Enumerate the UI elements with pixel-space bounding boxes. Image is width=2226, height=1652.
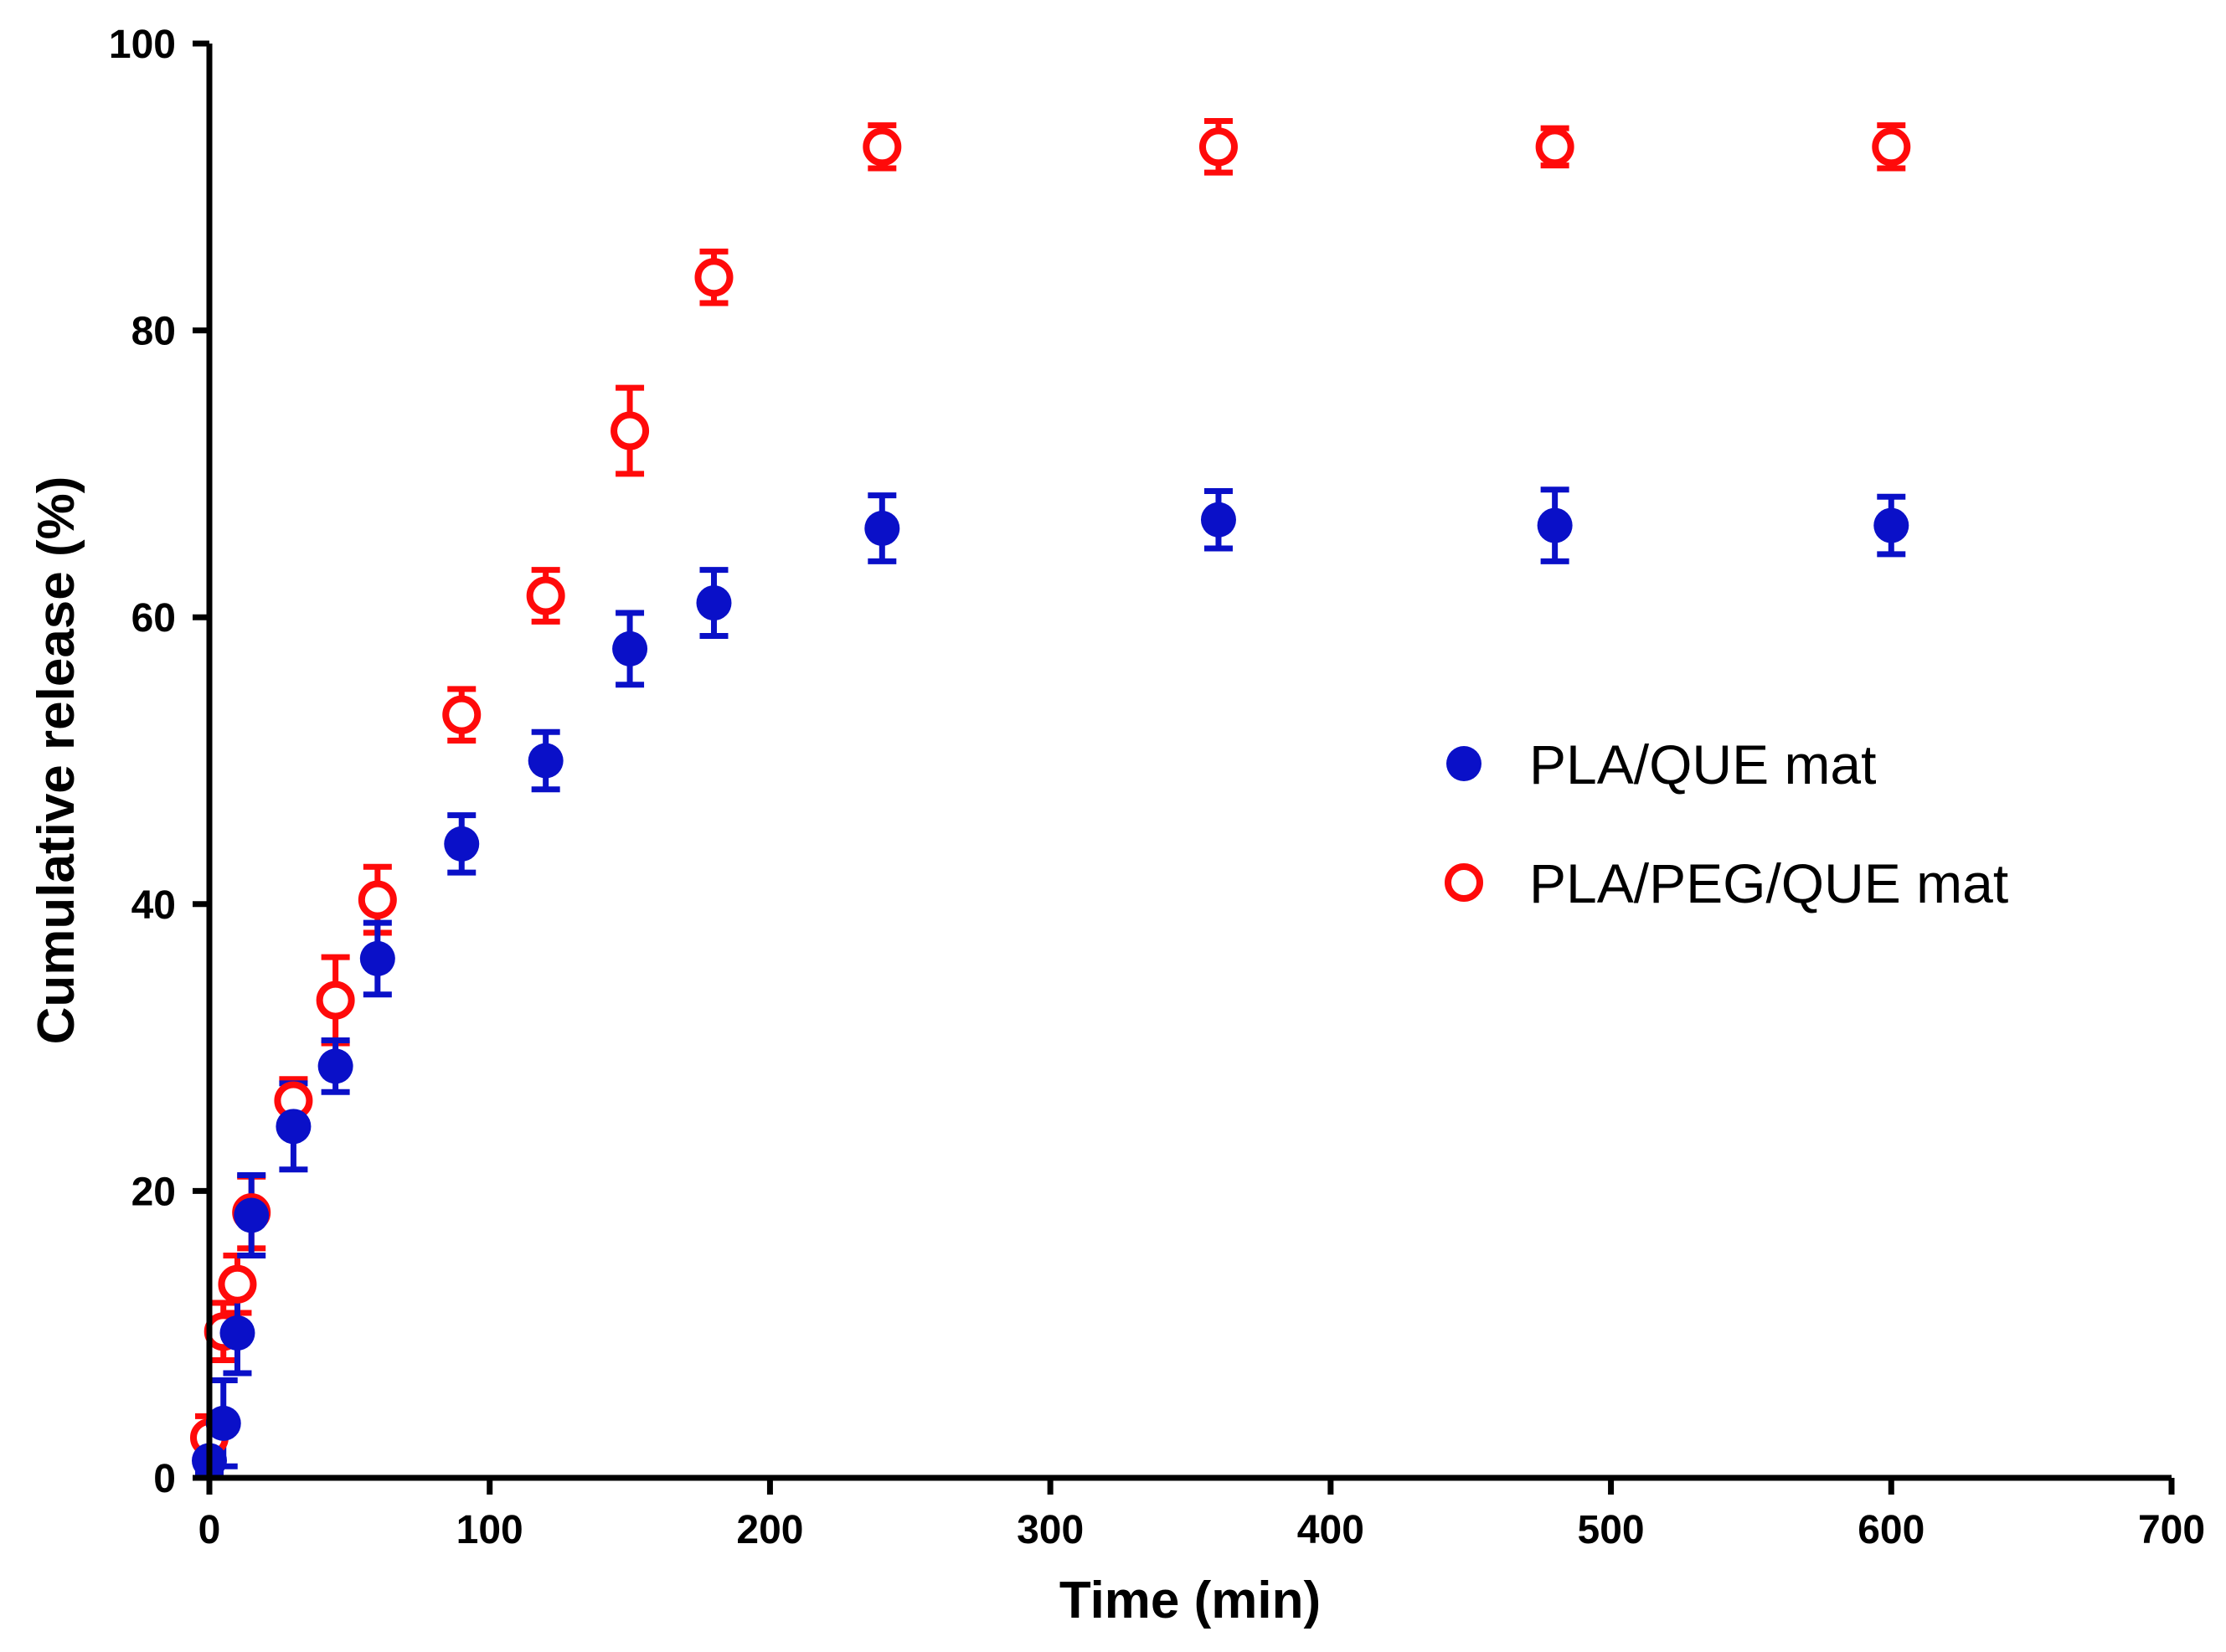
data-point-pla-peg-que: [1203, 131, 1234, 162]
data-point-pla-peg-que: [221, 1269, 253, 1300]
legend-marker-pla-peg-que: [1448, 867, 1480, 898]
data-point-pla-peg-que: [530, 580, 562, 612]
axes: [207, 44, 2172, 1478]
y-tick-label: 80: [131, 310, 176, 354]
data-point-pla-que: [444, 826, 479, 862]
data-point-pla-que: [612, 631, 647, 666]
x-tick-label: 700: [2138, 1508, 2205, 1552]
x-axis-title: Time (min): [1059, 1572, 1321, 1629]
data-point-pla-peg-que: [362, 884, 394, 916]
x-tick-label: 100: [456, 1508, 523, 1552]
data-point-pla-que: [219, 1315, 255, 1351]
data-point-pla-que: [318, 1048, 353, 1083]
data-point-pla-peg-que: [614, 415, 646, 447]
y-axis-title: Cumulative release (%): [28, 476, 85, 1045]
data-point-pla-que: [1201, 502, 1236, 538]
data-point-pla-que: [696, 585, 731, 620]
data-point-pla-peg-que: [1539, 131, 1571, 162]
data-point-pla-que: [1873, 508, 1909, 543]
release-chart: 0 100 200 300 400 500 600 700 0 20 40 60 80 100 Time …: [0, 0, 2226, 1652]
data-point-pla-peg-que: [446, 699, 477, 731]
data-markers: [192, 131, 1909, 1478]
data-point-pla-que: [234, 1198, 269, 1233]
legend-marker-pla-que: [1446, 746, 1481, 781]
data-point-pla-peg-que: [866, 131, 898, 162]
error-bars: [195, 121, 1905, 1473]
legend-label-pla-peg-que: PLA/PEG/QUE mat: [1529, 852, 2008, 914]
data-point-pla-que: [1538, 508, 1573, 543]
x-tick-label: 600: [1858, 1508, 1925, 1552]
x-tick-label: 400: [1297, 1508, 1364, 1552]
ticks: 0 100 200 300 400 500 600 700 0 20 40 60 80 100: [109, 23, 2205, 1552]
y-tick-label: 40: [131, 883, 176, 928]
data-point-pla-que: [528, 744, 564, 779]
legend-label-pla-que: PLA/QUE mat: [1529, 733, 1876, 795]
x-tick-label: 300: [1017, 1508, 1084, 1552]
y-tick-label: 60: [131, 596, 176, 641]
y-tick-label: 0: [153, 1457, 176, 1501]
data-point-pla-que: [276, 1109, 311, 1144]
y-tick-label: 20: [131, 1170, 176, 1214]
data-point-pla-que: [360, 941, 395, 976]
y-tick-label: 100: [109, 23, 176, 67]
data-point-pla-peg-que: [320, 985, 352, 1016]
data-point-pla-peg-que: [698, 261, 729, 293]
data-point-pla-que: [864, 511, 899, 546]
data-point-pla-peg-que: [1875, 131, 1907, 162]
x-tick-label: 0: [198, 1508, 221, 1552]
x-tick-label: 200: [736, 1508, 803, 1552]
legend: PLA/QUE mat PLA/PEG/QUE mat: [1446, 733, 2008, 914]
x-tick-label: 500: [1578, 1508, 1645, 1552]
